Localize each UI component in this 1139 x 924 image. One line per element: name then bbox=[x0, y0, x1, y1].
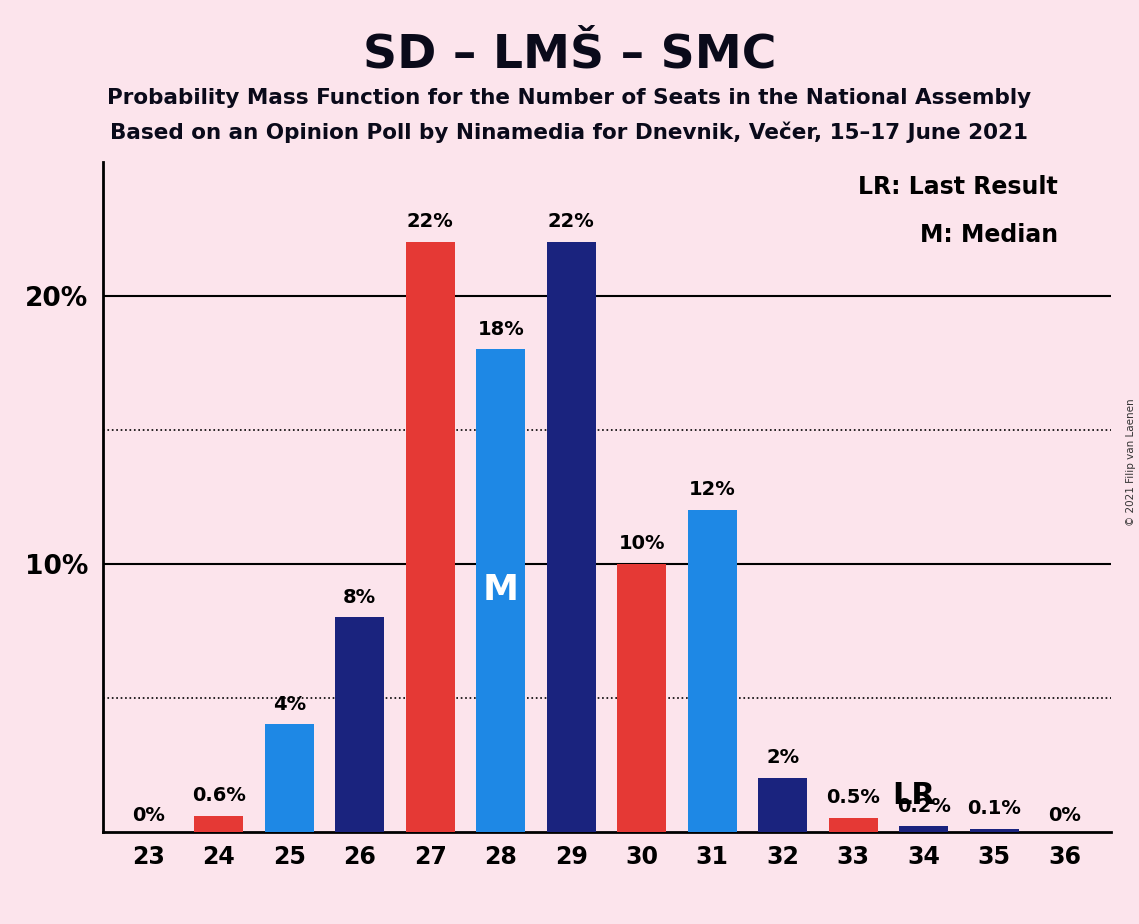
Text: M: M bbox=[483, 574, 518, 607]
Text: 12%: 12% bbox=[689, 480, 736, 499]
Text: M: Median: M: Median bbox=[919, 224, 1058, 248]
Text: 22%: 22% bbox=[548, 213, 595, 231]
Bar bbox=[969, 829, 1019, 832]
Text: 0%: 0% bbox=[132, 806, 165, 825]
Text: 0.5%: 0.5% bbox=[826, 788, 880, 808]
Bar bbox=[617, 564, 666, 832]
Bar bbox=[688, 510, 737, 832]
Bar bbox=[194, 816, 244, 832]
Text: 22%: 22% bbox=[407, 213, 453, 231]
Text: SD – LMŠ – SMC: SD – LMŠ – SMC bbox=[362, 32, 777, 78]
Text: 0.2%: 0.2% bbox=[896, 796, 951, 816]
Bar bbox=[899, 826, 949, 832]
Bar bbox=[547, 242, 596, 832]
Bar bbox=[759, 778, 808, 832]
Text: 2%: 2% bbox=[767, 748, 800, 767]
Bar bbox=[405, 242, 454, 832]
Text: Probability Mass Function for the Number of Seats in the National Assembly: Probability Mass Function for the Number… bbox=[107, 88, 1032, 108]
Text: 0.1%: 0.1% bbox=[967, 799, 1022, 819]
Text: 8%: 8% bbox=[343, 588, 376, 606]
Text: 10%: 10% bbox=[618, 534, 665, 553]
Text: © 2021 Filip van Laenen: © 2021 Filip van Laenen bbox=[1126, 398, 1136, 526]
Bar bbox=[264, 724, 314, 832]
Bar bbox=[828, 819, 878, 832]
Text: 4%: 4% bbox=[272, 695, 306, 713]
Text: 18%: 18% bbox=[477, 320, 524, 338]
Text: 0%: 0% bbox=[1048, 806, 1081, 825]
Bar bbox=[476, 349, 525, 832]
Bar bbox=[335, 617, 385, 832]
Text: Based on an Opinion Poll by Ninamedia for Dnevnik, Večer, 15–17 June 2021: Based on an Opinion Poll by Ninamedia fo… bbox=[110, 122, 1029, 143]
Text: 0.6%: 0.6% bbox=[191, 785, 246, 805]
Text: LR: LR bbox=[892, 781, 935, 810]
Text: LR: Last Result: LR: Last Result bbox=[858, 176, 1058, 199]
